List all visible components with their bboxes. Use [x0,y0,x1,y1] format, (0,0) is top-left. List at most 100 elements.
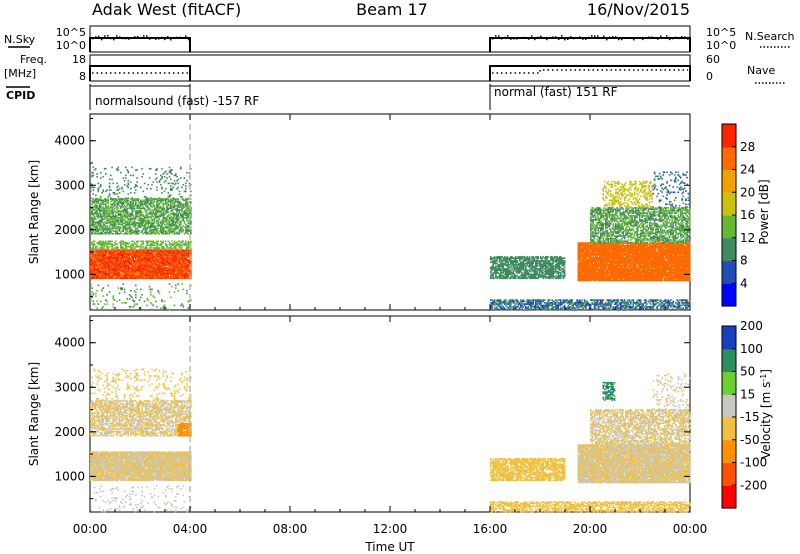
heatmap-cell [101,250,103,253]
heatmap-cell [130,192,132,194]
heatmap-cell [133,266,136,269]
heatmap-cell [120,247,122,249]
heatmap-cell [105,231,107,234]
heatmap-cell [108,193,111,195]
heatmap-cell [92,245,95,248]
heatmap-cell [146,277,148,280]
heatmap-cell [145,248,147,251]
heatmap-cell [167,270,169,273]
heatmap-cell [117,262,120,265]
nsearch-point [675,36,677,39]
heatmap-cell [132,268,135,270]
heatmap-cell [136,177,138,179]
freq-tick-top: 18 [72,53,86,66]
heatmap-cell [90,216,92,219]
heatmap-cell [90,265,92,268]
nave-label: Nave [747,64,775,77]
heatmap-cell [100,273,102,276]
freq-unit: [MHz] [4,67,36,80]
heatmap-cell [115,222,117,224]
heatmap-cell [105,207,107,210]
heatmap-cell [121,218,123,220]
heatmap-cell [171,189,173,191]
heatmap-cell [168,166,171,169]
heatmap-cell [92,166,95,169]
heatmap-cell [168,270,171,273]
heatmap-cell [185,274,187,277]
heatmap-cell [106,220,108,223]
heatmap-cell [122,206,125,208]
heatmap-cell [122,215,125,218]
heatmap-cell [142,276,145,278]
heatmap-cell [178,265,181,268]
heatmap-cell [137,252,140,254]
heatmap-cell [170,277,172,280]
heatmap-cell [148,247,151,249]
heatmap-cell [160,262,162,265]
heatmap-cell [158,254,161,257]
heatmap-cell [97,189,100,191]
heatmap-cell [105,173,107,175]
heatmap-cell [101,262,103,265]
heatmap-cell [103,303,106,305]
heatmap-cell [131,223,133,226]
heatmap-cell [135,243,137,245]
heatmap-cell [158,269,161,272]
heatmap-cell [156,228,158,231]
heatmap-cell [96,202,98,204]
heatmap-cell [147,273,150,276]
heatmap-cell [140,262,142,265]
heatmap-cell [155,300,157,303]
heatmap-cell [136,254,138,257]
heatmap-cell [135,222,137,224]
heatmap-cell [177,264,180,266]
heatmap-cell [190,249,192,251]
heatmap-cell [112,203,115,206]
heatmap-cell [186,252,188,254]
heatmap-cell [175,254,177,257]
heatmap-cell [153,204,156,207]
heatmap-cell [190,268,192,270]
heatmap-cell [186,253,188,255]
heatmap-cell [515,277,517,280]
heatmap-cell [140,200,142,203]
heatmap-cell [130,269,132,272]
heatmap-cell [117,269,120,272]
heatmap-cell [147,276,150,278]
heatmap-cell [146,264,148,266]
heatmap-cell [103,200,106,203]
heatmap-cell [150,243,152,245]
heatmap-cell [115,250,117,253]
heatmap-cell [113,270,116,273]
heatmap-cell [170,261,172,263]
heatmap-cell [145,269,147,272]
heatmap-cell [101,265,103,268]
heatmap-cell [141,266,143,269]
heatmap-cell [502,308,504,311]
heatmap-cell [170,245,172,248]
heatmap-cell [101,220,103,223]
heatmap-cell [105,243,107,245]
heatmap-cell [128,226,131,228]
heatmap-cell [178,247,181,249]
heatmap-cell [132,202,135,204]
heatmap-cell [97,260,100,262]
heatmap-cell [162,266,165,269]
heatmap-cell [126,256,128,258]
heatmap-cell [127,218,130,220]
heatmap-cell [138,266,141,269]
heatmap-cell [183,253,186,255]
heatmap-cell [96,207,98,210]
heatmap-cell [132,203,135,206]
heatmap-cell [146,265,148,268]
heatmap-cell [131,274,133,277]
heatmap-cell [96,268,98,270]
heatmap-cell [98,204,101,207]
heatmap-cell [171,243,173,245]
heatmap-cell [168,244,171,247]
heatmap-cell [171,253,173,255]
nsearch-label: N.Search [745,30,795,43]
heatmap-cell [120,200,122,203]
heatmap-cell [126,232,128,235]
heatmap-cell [120,220,122,223]
